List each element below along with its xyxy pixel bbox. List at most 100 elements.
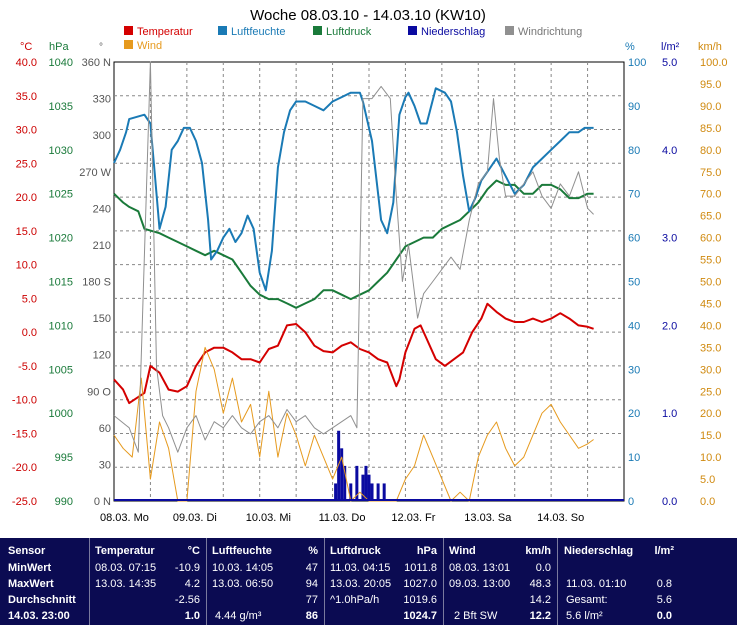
temperature-header: Temperatur bbox=[95, 545, 155, 557]
temperature-axis-tick-label: 0.0 bbox=[22, 327, 37, 339]
weather-chart: Woche 08.03.10 - 14.03.10 (KW10) Temperat… bbox=[12, 7, 728, 524]
wind-axis-tick-label: 100.0 bbox=[700, 57, 728, 69]
pressure-axis-tick-label: 1035 bbox=[49, 101, 73, 113]
x-axis-label: 13.03. Sa bbox=[464, 512, 512, 524]
legend-label-wind: Wind bbox=[137, 40, 162, 52]
rain-bar bbox=[382, 483, 386, 501]
wind-min-time: 08.03. 13:01 bbox=[449, 562, 511, 574]
temperature-unit: °C bbox=[187, 545, 200, 557]
wind-axis-tick-label: 60.0 bbox=[700, 233, 721, 245]
wind-average: 14.2 bbox=[529, 594, 551, 606]
pressure-unit: hPa bbox=[416, 545, 437, 557]
rain-max-time: 11.03. 01:10 bbox=[566, 578, 627, 590]
direction-axis-tick-label: 0 N bbox=[94, 496, 111, 508]
column-divider bbox=[557, 538, 558, 625]
legend-swatch-wind bbox=[124, 40, 133, 49]
column-divider bbox=[324, 538, 325, 625]
humidity-axis-tick-label: 10 bbox=[628, 452, 640, 464]
humidity-axis-tick-label: 30 bbox=[628, 364, 640, 376]
x-axis-label: 12.03. Fr bbox=[391, 512, 435, 524]
sensor-column: Sensor MinWert MaxWert Durchschnitt 14.0… bbox=[0, 538, 90, 625]
temperature-axis-tick-label: -5.0 bbox=[18, 361, 37, 373]
rain-bar bbox=[376, 483, 380, 501]
rain-bar bbox=[349, 483, 353, 501]
direction-axis-tick-label: 330 bbox=[93, 94, 111, 106]
rain-bar bbox=[355, 465, 359, 501]
humidity-min-value: 47 bbox=[305, 562, 318, 574]
stats-table: Sensor MinWert MaxWert Durchschnitt 14.0… bbox=[0, 538, 737, 625]
humidity-average: 77 bbox=[305, 594, 318, 606]
wind-axis-tick-label: 65.0 bbox=[700, 211, 721, 223]
wind-axis-tick-label: 35.0 bbox=[700, 342, 721, 354]
rain-bar bbox=[337, 430, 341, 501]
temperature-axis-tick-label: 25.0 bbox=[16, 158, 37, 170]
humidity-axis-tick-label: 70 bbox=[628, 189, 640, 201]
temperature-min-time: 08.03. 07:15 bbox=[95, 562, 157, 574]
pressure-axis-tick-label: 1010 bbox=[49, 320, 73, 332]
temperature-axis-tick-label: 30.0 bbox=[16, 125, 37, 137]
humidity-axis-tick-label: 20 bbox=[628, 408, 640, 420]
pressure-average: 1019.6 bbox=[403, 594, 437, 606]
direction-axis-tick-label: 360 N bbox=[82, 57, 111, 69]
pressure-current: 1024.7 bbox=[403, 610, 437, 622]
pressure-trend: ^1.0hPa/h bbox=[330, 594, 380, 606]
temperature-axis-tick-label: 20.0 bbox=[16, 192, 37, 204]
x-axis-label: 14.03. So bbox=[537, 512, 584, 524]
direction-axis-tick-label: 120 bbox=[93, 350, 111, 362]
wind-axis-tick-label: 85.0 bbox=[700, 123, 721, 135]
legend-label-luftdruck: Luftdruck bbox=[326, 26, 372, 38]
temperature-axis-tick-label: -20.0 bbox=[12, 462, 37, 474]
pressure-axis-tick-label: 1030 bbox=[49, 145, 73, 157]
direction-axis-tick-label: 300 bbox=[93, 130, 111, 142]
temperature-max-time: 13.03. 14:35 bbox=[95, 578, 157, 590]
direction-axis-tick-label: 240 bbox=[93, 203, 111, 215]
pressure-axis-tick-label: 1025 bbox=[49, 189, 73, 201]
direction-axis-tick-label: 270 W bbox=[79, 167, 111, 179]
pressure-column: Luftdruck hPa 11.03. 04:15 1011.8 13.03.… bbox=[325, 538, 443, 625]
rain-bar bbox=[334, 483, 338, 501]
rain-bar bbox=[361, 474, 365, 501]
wind-axis-tick-label: 15.0 bbox=[700, 430, 721, 442]
legend-swatch-luftfeuchte bbox=[218, 26, 227, 35]
pressure-axis-tick-label: 1040 bbox=[49, 57, 73, 69]
pressure-header: Luftdruck bbox=[330, 545, 381, 557]
series-line-luftdruck bbox=[113, 179, 594, 309]
wind-axis-tick-label: 0.0 bbox=[700, 496, 715, 508]
pressure-axis-tick-label: 1015 bbox=[49, 277, 73, 289]
wind-axis-tick-label: 55.0 bbox=[700, 255, 721, 267]
humidity-absolute: 4.44 g/m³ bbox=[215, 610, 262, 622]
wind-column: Wind km/h 08.03. 13:01 0.0 09.03. 13:00 … bbox=[444, 538, 557, 625]
rain-max-value: 0.8 bbox=[656, 578, 672, 590]
chart-title: Woche 08.03.10 - 14.03.10 (KW10) bbox=[250, 7, 486, 24]
direction-axis-tick-label: 150 bbox=[93, 313, 111, 325]
rain-bar bbox=[370, 483, 374, 501]
humidity-axis-tick-label: 60 bbox=[628, 233, 640, 245]
humidity-axis-tick-label: 100 bbox=[628, 57, 646, 69]
rain-bar bbox=[367, 474, 371, 501]
temperature-axis-tick-label: -25.0 bbox=[12, 496, 37, 508]
wind-axis-unit: km/h bbox=[698, 41, 722, 53]
wind-axis-tick-label: 45.0 bbox=[700, 298, 721, 310]
temperature-axis-tick-label: -10.0 bbox=[12, 395, 37, 407]
wind-axis-tick-label: 5.0 bbox=[700, 474, 715, 486]
rain-axis-tick-label: 1.0 bbox=[662, 408, 677, 420]
wind-axis-tick-label: 25.0 bbox=[700, 386, 721, 398]
pressure-axis-tick-label: 990 bbox=[55, 496, 73, 508]
pressure-max-time: 13.03. 20:05 bbox=[330, 578, 392, 590]
temperature-max-value: 4.2 bbox=[184, 578, 200, 590]
column-divider bbox=[443, 538, 444, 625]
temperature-min-value: -10.9 bbox=[174, 562, 200, 574]
rain-current: 0.0 bbox=[656, 610, 672, 622]
series-line-wind bbox=[113, 346, 594, 502]
humidity-max-value: 94 bbox=[305, 578, 318, 590]
minwert-label: MinWert bbox=[8, 562, 52, 574]
column-divider bbox=[206, 538, 207, 625]
humidity-axis-tick-label: 90 bbox=[628, 101, 640, 113]
legend-label-niederschlag: Niederschlag bbox=[421, 26, 485, 38]
legend-label-temperatur: Temperatur bbox=[137, 26, 193, 38]
wind-axis-tick-label: 10.0 bbox=[700, 452, 721, 464]
wind-current: 12.2 bbox=[529, 610, 551, 622]
humidity-axis-unit: % bbox=[625, 41, 635, 53]
humidity-axis-tick-label: 40 bbox=[628, 320, 640, 332]
maxwert-label: MaxWert bbox=[8, 578, 54, 590]
